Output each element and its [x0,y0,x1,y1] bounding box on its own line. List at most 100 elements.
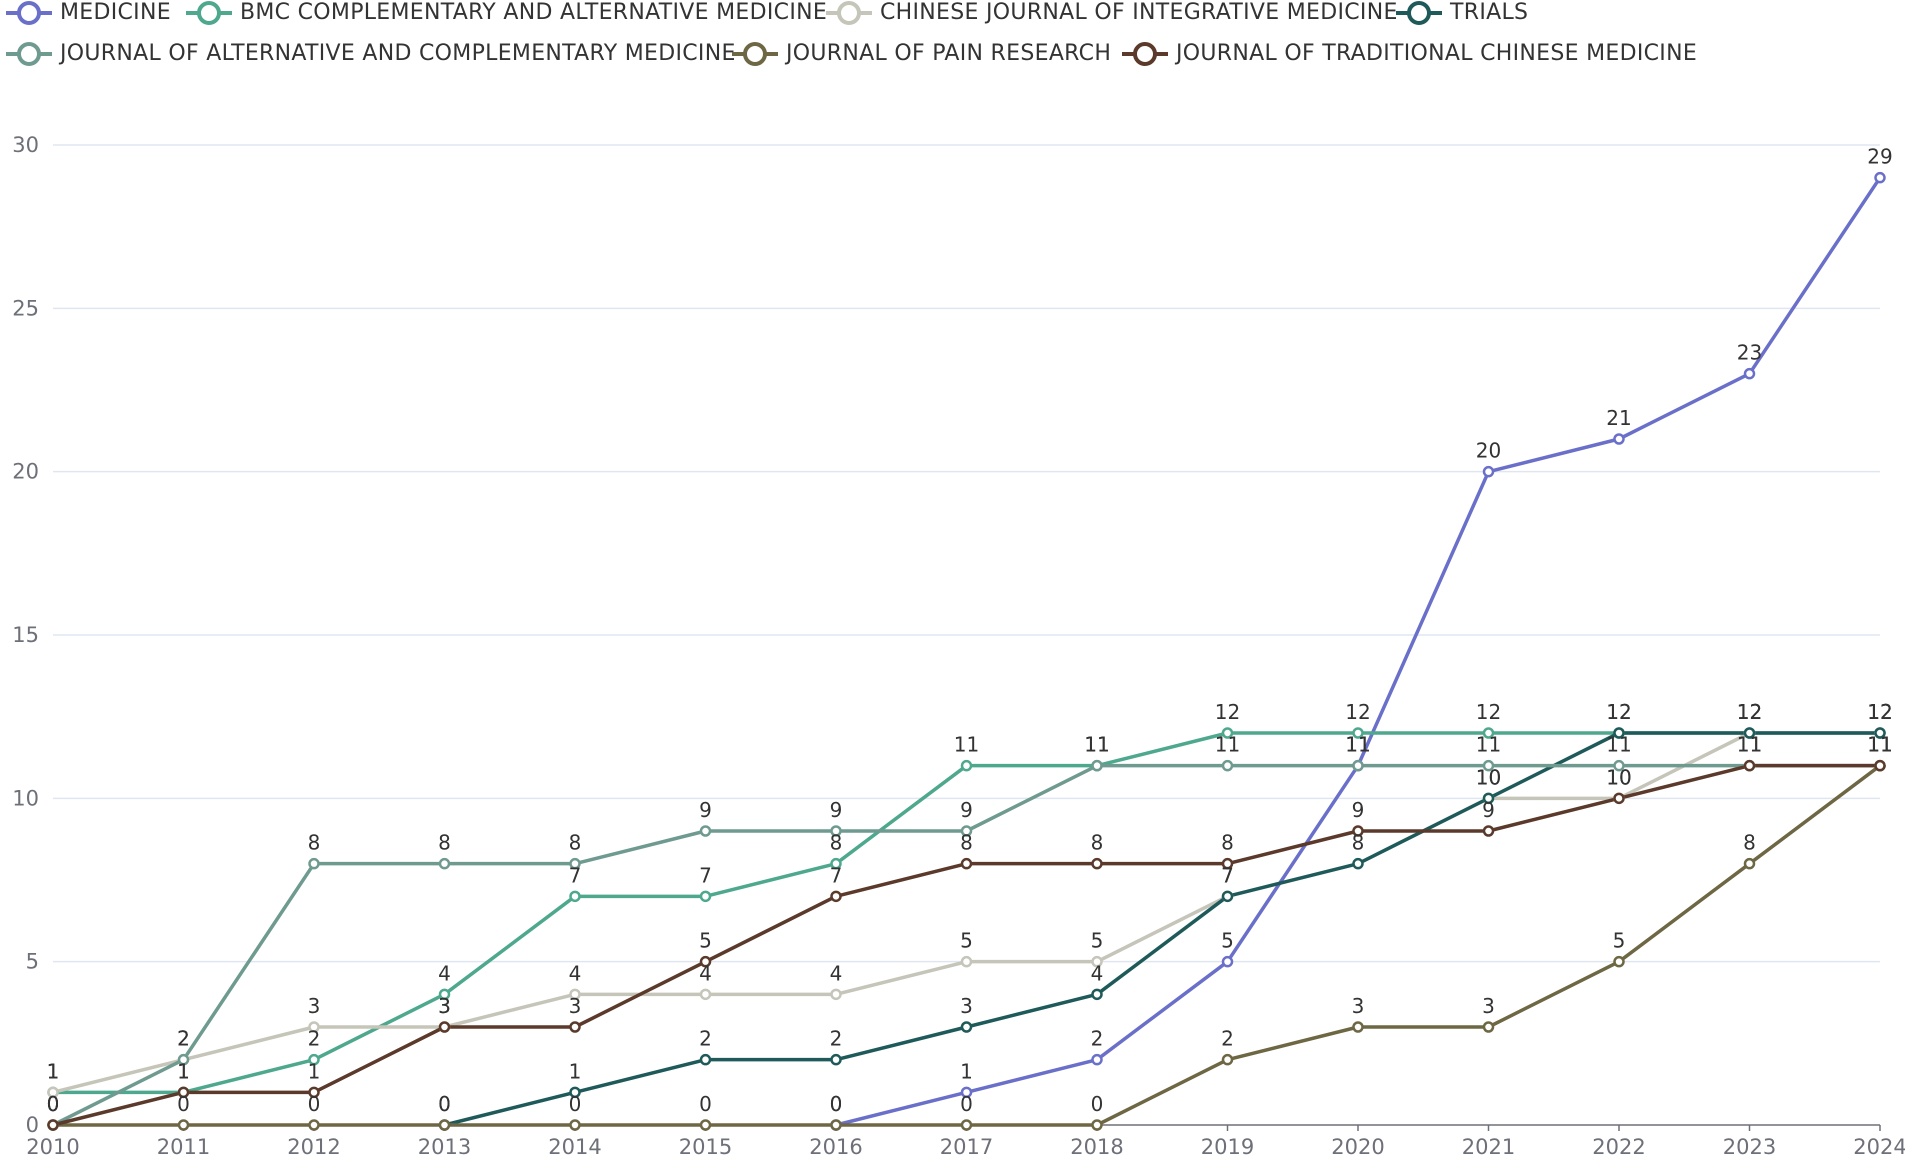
data-point [1221,1053,1234,1066]
x-tick-label: 2022 [1592,1135,1645,1158]
data-label: 1 [177,1059,190,1083]
data-label: 9 [960,798,973,822]
legend-swatch-icon [186,1,232,25]
data-label: 12 [1867,700,1892,724]
legend-swatch-icon [732,42,778,66]
data-point [177,1053,190,1066]
data-point [960,955,973,968]
legend-label: BMC COMPLEMENTARY AND ALTERNATIVE MEDICI… [240,0,828,25]
data-point [1352,1021,1364,1033]
data-point [1221,890,1234,903]
data-label: 23 [1737,341,1762,365]
data-point [1091,1119,1103,1131]
data-label: 1 [47,1059,60,1083]
chart-legend: MEDICINE BMC COMPLEMENTARY AND ALTERNATI… [0,0,1905,95]
x-tick-label: 2024 [1853,1135,1905,1158]
data-point [960,857,973,870]
data-point [569,1119,581,1131]
data-label: 12 [1215,700,1240,724]
data-label: 10 [1606,765,1631,789]
data-point [1482,825,1495,837]
data-label: 3 [569,994,582,1018]
x-tick-label: 2013 [418,1135,471,1158]
data-label: 20 [1476,439,1501,463]
data-label: 0 [830,1092,843,1116]
data-label: 4 [569,961,582,985]
data-label: 4 [830,961,843,985]
data-point [1482,1021,1495,1033]
x-tick-label: 2014 [548,1135,601,1158]
data-label: 0 [960,1092,973,1116]
legend-label: CHINESE JOURNAL OF INTEGRATIVE MEDICINE [880,0,1398,25]
data-point [830,890,842,903]
data-point [1613,792,1625,805]
data-point [830,988,842,1001]
legend-swatch-icon [6,1,52,25]
data-point [1091,1053,1103,1066]
data-point [1743,759,1756,772]
data-label: 0 [47,1092,60,1116]
data-point [177,1086,190,1099]
x-tick-label: 2019 [1201,1135,1254,1158]
data-label: 11 [1867,733,1892,757]
data-label: 12 [1737,700,1762,724]
data-label: 10 [1476,765,1501,789]
data-point [47,1086,59,1099]
data-point [830,857,842,870]
y-tick-label: 20 [12,460,39,484]
data-label: 0 [830,1092,843,1116]
legend-label: TRIALS [1450,0,1529,25]
data-label: 7 [830,863,843,887]
data-point [1743,367,1756,380]
data-label: 0 [47,1092,60,1116]
data-point [438,857,451,870]
data-label: 1 [569,1059,582,1083]
data-label: 7 [699,863,712,887]
data-label: 8 [1091,831,1104,855]
data-point [699,825,712,837]
series-points [47,171,1886,1131]
data-label: 21 [1606,406,1631,430]
data-label: 12 [1867,700,1892,724]
data-label: 9 [699,798,712,822]
data-point [1352,857,1364,870]
data-point [438,1021,451,1033]
legend-swatch-icon [1396,1,1442,25]
data-point [830,825,842,837]
data-point [1091,955,1103,968]
data-point [438,1119,451,1131]
data-point [1221,759,1234,772]
data-point [308,1086,320,1099]
data-label: 0 [47,1092,60,1116]
data-label: 0 [569,1092,582,1116]
data-point [1352,825,1364,837]
data-label: 11 [1215,733,1240,757]
x-tick-label: 2017 [940,1135,993,1158]
y-tick-label: 30 [12,133,39,157]
data-point [1874,759,1886,772]
data-label: 2 [308,1027,321,1051]
data-label: 5 [960,929,973,953]
data-label: 3 [308,994,321,1018]
data-point [1221,857,1234,870]
data-label: 9 [1352,798,1365,822]
data-label: 9 [830,798,843,822]
data-label: 7 [569,863,582,887]
data-point [699,890,712,903]
data-label: 5 [1091,929,1104,953]
data-label: 4 [438,961,451,985]
data-label: 11 [1476,733,1501,757]
data-label: 0 [177,1092,190,1116]
data-point [1352,727,1364,739]
y-axis-labels: 0 5 10 15 20 25 30 [12,133,39,1137]
data-label: 5 [1221,929,1234,953]
data-point [830,1119,842,1131]
legend-label: JOURNAL OF ALTERNATIVE AND COMPLEMENTARY… [60,41,736,66]
legend-swatch-icon [1122,42,1168,66]
data-label: 11 [1345,733,1370,757]
data-label: 11 [1867,733,1892,757]
x-tick-label: 2015 [679,1135,732,1158]
data-label: 5 [699,929,712,953]
data-point [1091,988,1103,1001]
